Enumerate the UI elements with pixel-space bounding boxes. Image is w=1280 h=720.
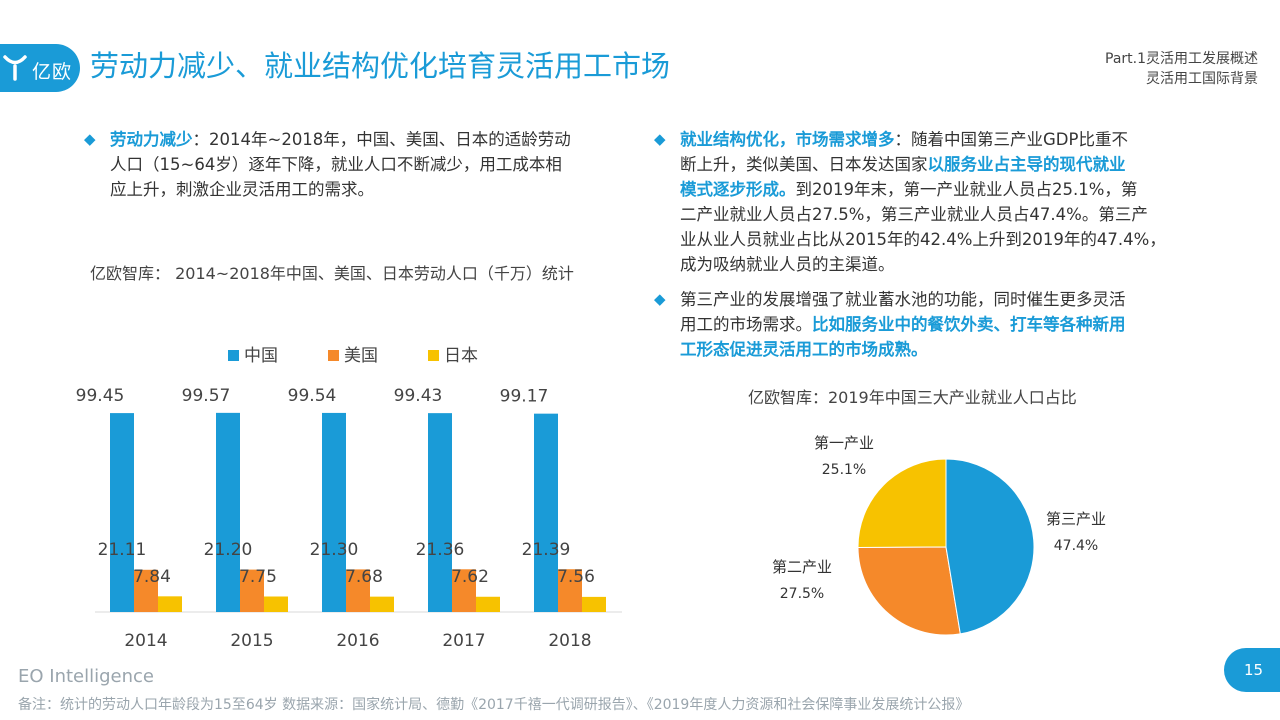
legend-swatch: [428, 350, 439, 361]
bar: [370, 596, 394, 612]
right-line-6: 成为吸纳就业人员的主渠道。: [680, 255, 895, 274]
bar: [428, 413, 452, 612]
bar: [216, 412, 240, 612]
right2-line-1: 第三产业的发展增强了就业蓄水池的功能，同时催生更多灵活: [680, 290, 1126, 309]
right2-line-2a: 用工的市场需求。: [680, 315, 812, 334]
right-highlight-1: 以服务业占主导的现代就业: [927, 155, 1126, 174]
data-label: 7.62: [451, 567, 489, 587]
logo-badge: 亿欧: [0, 44, 80, 92]
bar: [476, 596, 500, 612]
right-line-2a: 断上升，类似美国、日本发达国家: [680, 155, 928, 174]
legend-label: 日本: [444, 346, 478, 366]
logo-y-icon: [3, 55, 27, 81]
diamond-bullet-icon: ◆: [654, 290, 666, 308]
pie-slice: [857, 458, 947, 549]
data-label: 7.56: [557, 567, 595, 587]
data-label: 99.43: [394, 386, 443, 406]
pie-value: 27.5%: [780, 586, 824, 602]
data-label: 21.30: [310, 540, 359, 560]
data-label: 99.45: [76, 386, 125, 406]
right-highlight-2: 模式逐步形成。: [680, 180, 796, 199]
right-line-4: 二产业就业人员占27.5%，第三产业就业人员占47.4%。第三产: [680, 205, 1148, 224]
pie-chart: 第一产业 25.1% 第二产业 27.5% 第三产业 47.4%: [772, 434, 1106, 636]
section-label: Part.1灵活用工发展概述 灵活用工国际背景: [1105, 49, 1258, 89]
data-label: 7.68: [345, 567, 383, 587]
data-label: 7.75: [239, 567, 277, 587]
bar-chart-title: 亿欧智库： 2014~2018年中国、美国、日本劳动人口（千万）统计: [90, 264, 574, 283]
bar: [134, 569, 158, 612]
right-paragraph-1: ◆ 就业结构优化，市场需求增多：随着中国第三产业GDP比重不 断上升，类似美国、…: [654, 127, 1220, 277]
data-label: 21.39: [522, 540, 571, 560]
page-title: 劳动力减少、就业结构优化培育灵活用工市场: [90, 49, 671, 83]
right-keyword: 就业结构优化，市场需求增多: [680, 130, 895, 149]
left-line-3: 应上升，刺激企业灵活用工的需求。: [110, 180, 374, 199]
right-paragraph-2: ◆ 第三产业的发展增强了就业蓄水池的功能，同时催生更多灵活 用工的市场需求。比如…: [654, 287, 1220, 362]
x-tick-label: 2014: [124, 631, 167, 651]
right2-highlight-1: 比如服务业中的餐饮外卖、打车等各种新用: [812, 315, 1126, 334]
left-line-2: 人口（15~64岁）逐年下降，就业人口不断减少，用工成本相: [110, 155, 562, 174]
data-label: 7.84: [133, 567, 171, 587]
bar: [558, 569, 582, 612]
data-label: 21.11: [98, 540, 147, 560]
bar: [110, 413, 134, 612]
left-paragraph: ◆ 劳动力减少：2014年~2018年，中国、美国、日本的适龄劳动 人口（15~…: [84, 127, 640, 202]
data-label: 99.17: [500, 387, 549, 407]
pie-value: 47.4%: [1054, 538, 1098, 554]
bar: [582, 596, 606, 612]
section-subpart: 灵活用工国际背景: [1146, 71, 1258, 87]
left-keyword: 劳动力减少: [110, 130, 193, 149]
bar: [534, 413, 558, 612]
bar: [346, 569, 370, 612]
diamond-bullet-icon: ◆: [84, 130, 96, 148]
legend-swatch: [228, 350, 239, 361]
data-label: 21.20: [204, 540, 253, 560]
section-part: Part.1灵活用工发展概述: [1105, 51, 1258, 67]
pie-label: 第二产业: [772, 558, 832, 576]
bar: [240, 569, 264, 612]
pie-label: 第三产业: [1046, 510, 1106, 528]
data-label: 21.36: [416, 540, 465, 560]
legend-label: 中国: [244, 346, 278, 366]
brand-watermark: EO Intelligence: [18, 666, 154, 687]
pie-slice: [945, 458, 1035, 635]
bar: [264, 596, 288, 612]
x-tick-label: 2016: [336, 631, 379, 651]
x-tick-label: 2018: [548, 631, 591, 651]
pie-chart-title: 亿欧智库：2019年中国三大产业就业人口占比: [748, 388, 1077, 407]
pie-value: 25.1%: [822, 462, 866, 478]
diamond-bullet-icon: ◆: [654, 130, 666, 148]
right-line-3b: 到2019年末，第一产业就业人员占25.1%，第: [795, 180, 1138, 199]
page-number: 15: [1224, 648, 1280, 692]
legend-swatch: [328, 350, 339, 361]
right-line-5: 业从业人员就业占比从2015年的42.4%上升到2019年的47.4%，: [680, 230, 1166, 249]
pie-slice: [857, 546, 961, 636]
footnote: 备注：统计的劳动人口年龄段为15至64岁 数据来源：国家统计局、德勤《2017千…: [18, 697, 970, 713]
pie-label: 第一产业: [814, 434, 874, 452]
data-label: 99.54: [288, 386, 337, 406]
bar: [452, 569, 476, 612]
data-label: 99.57: [182, 386, 231, 406]
bar: [158, 596, 182, 612]
right-line-1: ：随着中国第三产业GDP比重不: [894, 130, 1128, 149]
logo-text: 亿欧: [32, 61, 73, 83]
left-line-1: ：2014年~2018年，中国、美国、日本的适龄劳动: [192, 130, 571, 149]
x-tick-label: 2015: [230, 631, 273, 651]
legend-label: 美国: [344, 346, 378, 366]
bar-chart: 中国 美国 日本 99.45 21.11 7.84 2014 99.57 21.20 7.75 20…: [76, 346, 622, 651]
bar: [322, 412, 346, 612]
right2-highlight-2: 工形态促进灵活用工的市场成熟。: [680, 340, 928, 359]
x-tick-label: 2017: [442, 631, 485, 651]
